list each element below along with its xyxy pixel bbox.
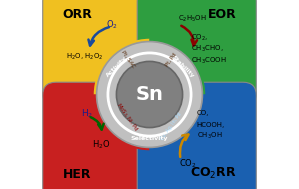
Text: CO$_2$: CO$_2$ [179,157,196,170]
Wedge shape [150,94,205,150]
Text: MoS$_2$, Ni, Pd: MoS$_2$, Ni, Pd [115,101,141,133]
Wedge shape [150,39,205,94]
Circle shape [97,42,202,147]
Circle shape [116,61,183,128]
Text: EOR: EOR [208,8,237,21]
FancyBboxPatch shape [43,82,162,189]
Text: CO$_2$,: CO$_2$, [191,33,208,43]
Text: HCOOH,: HCOOH, [197,122,225,128]
Text: C$_2$H$_5$OH: C$_2$H$_5$OH [178,14,207,24]
FancyBboxPatch shape [137,0,256,107]
Text: Sn: Sn [135,85,164,104]
Text: CH$_3$COOH: CH$_3$COOH [191,55,227,66]
FancyBboxPatch shape [137,82,256,189]
Text: CH$_3$OH: CH$_3$OH [197,131,222,141]
Text: O$_2$: O$_2$ [106,18,118,31]
Text: Cu, Ag, In, Pd: Cu, Ag, In, Pd [160,112,183,141]
Wedge shape [94,39,150,94]
Text: Pt, Pd: Pt, Pd [165,52,178,67]
Text: CH$_3$CHO,: CH$_3$CHO, [191,44,224,54]
Text: HER: HER [62,168,91,181]
Text: H$_2$: H$_2$ [81,107,93,120]
Text: Pt, SAC: Pt, SAC [120,50,135,69]
Wedge shape [94,94,150,150]
Text: Stability: Stability [170,55,195,79]
FancyBboxPatch shape [43,0,162,107]
Text: Selectivity: Selectivity [131,136,168,141]
Text: ORR: ORR [62,8,92,21]
Text: CO$_2$RR: CO$_2$RR [190,166,237,181]
Text: H$_2$O$\mathregular{,}$ H$_2$O$_2$: H$_2$O$\mathregular{,}$ H$_2$O$_2$ [66,52,104,62]
Text: H$_2$O: H$_2$O [92,138,111,151]
Text: CO,: CO, [197,110,209,116]
Text: Activity: Activity [105,56,128,78]
